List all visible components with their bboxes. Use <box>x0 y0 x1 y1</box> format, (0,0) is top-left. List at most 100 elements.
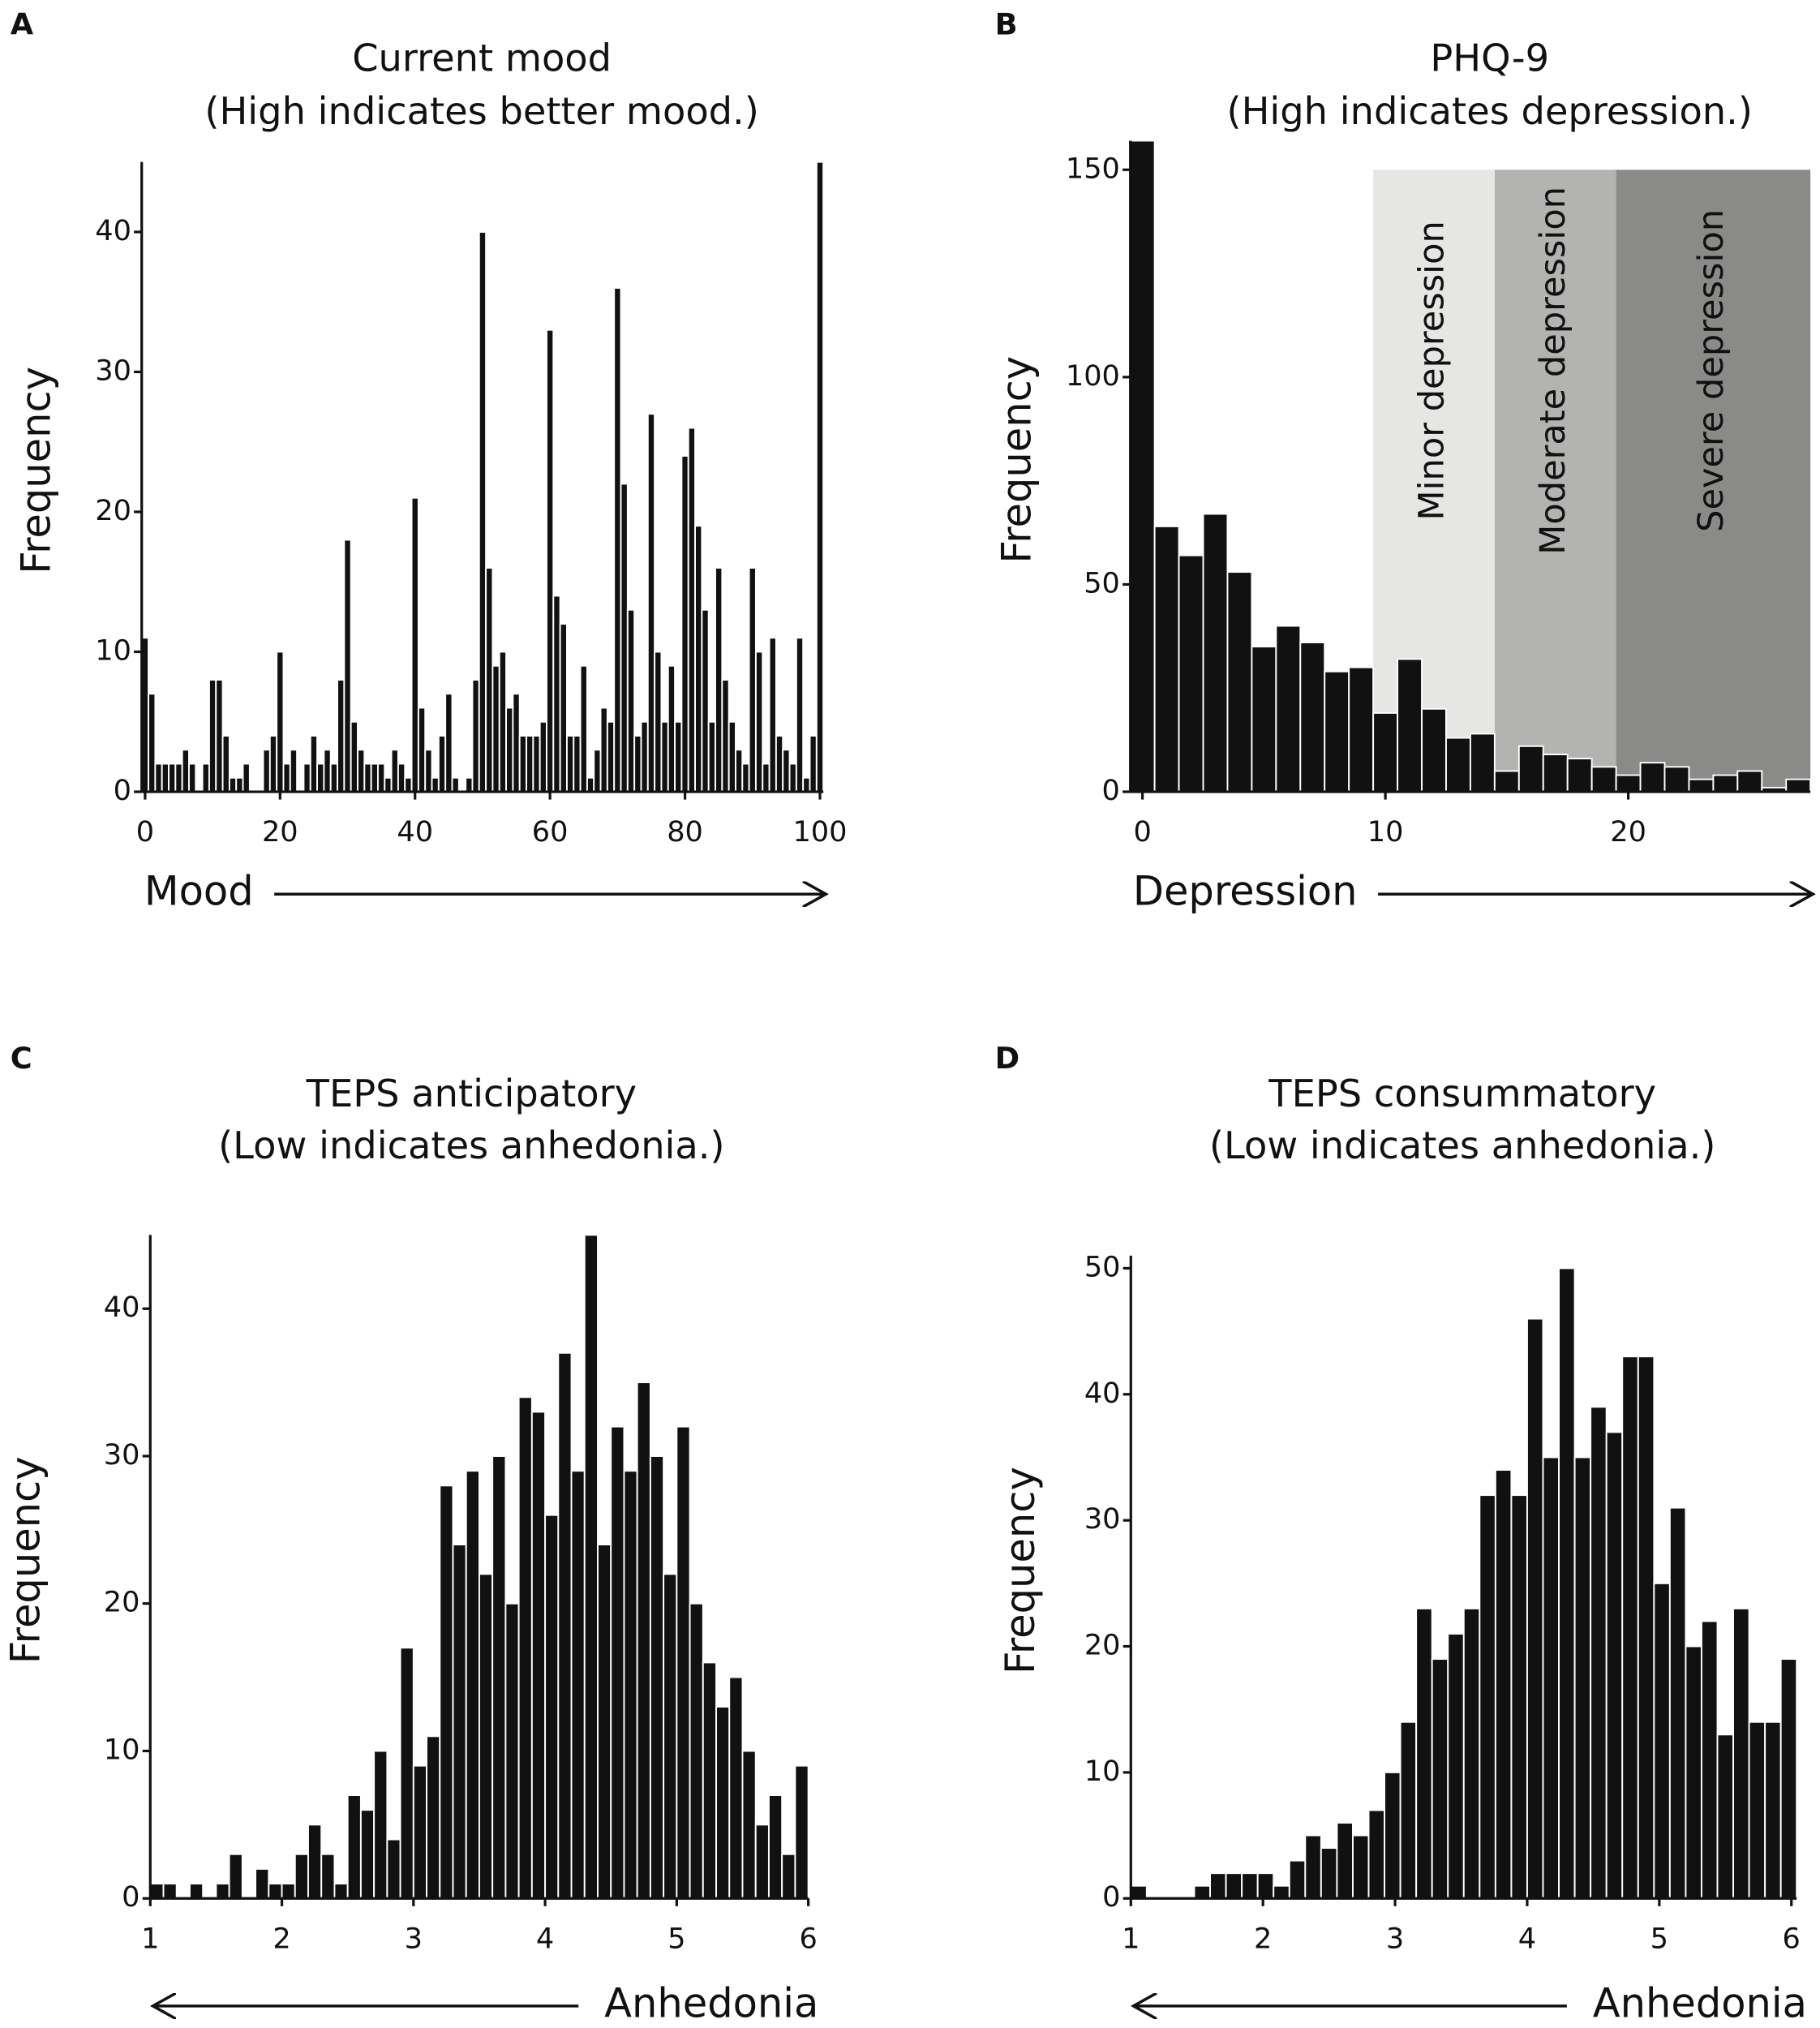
bar <box>1573 1456 1592 1900</box>
y-axis-label: Frequency <box>997 1467 1044 1674</box>
bar <box>281 1883 296 1900</box>
x-tick-label: 3 <box>405 1922 423 1955</box>
x-tick-label: 4 <box>536 1922 554 1955</box>
bar <box>715 567 723 793</box>
bar <box>579 664 588 793</box>
y-axis-label: Frequency <box>12 367 59 574</box>
x-tick-label: 2 <box>273 1922 290 1955</box>
bar <box>1615 774 1642 793</box>
chart-subtitle: (High indicates better mood.) <box>204 89 758 133</box>
bar <box>606 720 616 793</box>
bar <box>390 749 399 793</box>
bar <box>802 776 811 793</box>
bar <box>781 1853 796 1900</box>
bar <box>1701 1620 1719 1900</box>
bar <box>289 749 298 793</box>
bar <box>1241 1872 1259 1900</box>
bar <box>795 637 805 793</box>
bar <box>201 763 210 793</box>
region-label: Minor depression <box>1412 221 1453 520</box>
bar <box>512 693 521 793</box>
bar <box>491 664 500 793</box>
bar <box>1304 1834 1322 1900</box>
bar <box>188 1883 204 1900</box>
bar <box>1764 1721 1782 1900</box>
bar <box>1130 1884 1148 1900</box>
panel-letter: C <box>11 1041 32 1076</box>
bar <box>532 735 541 793</box>
x-axis-label: Mood <box>144 868 254 915</box>
y-tick-label: 150 <box>1066 152 1120 185</box>
chart-subtitle: (Low indicates anhedonia.) <box>1209 1124 1715 1167</box>
bar <box>268 1883 283 1900</box>
bar <box>687 427 697 793</box>
y-tick-label: 30 <box>1084 1502 1121 1536</box>
panel-letter: B <box>995 6 1018 41</box>
chart-subtitle: (Low indicates anhedonia.) <box>218 1124 724 1167</box>
bar <box>694 525 703 793</box>
y-tick-label: 20 <box>1084 1629 1121 1662</box>
bar <box>215 1883 230 1900</box>
bar <box>1653 1582 1671 1900</box>
bar <box>384 776 393 793</box>
bar <box>1590 1406 1608 1900</box>
bar <box>397 763 406 793</box>
chart-subtitle: (High indicates depression.) <box>1227 89 1753 133</box>
chart-title: TEPS anticipatory <box>306 1072 637 1115</box>
bar <box>1397 658 1423 793</box>
bar <box>768 637 777 793</box>
chart-title: TEPS consummatory <box>1268 1072 1656 1115</box>
bar <box>530 1411 547 1900</box>
bar <box>262 749 271 793</box>
bar <box>1469 733 1496 793</box>
bar <box>1493 770 1520 793</box>
bar <box>1399 1721 1418 1900</box>
bar <box>815 161 825 793</box>
bar <box>748 567 757 793</box>
x-axis-label: Anhedonia <box>604 1979 818 2026</box>
bar <box>1384 1771 1401 1900</box>
bar <box>363 763 372 793</box>
bar <box>215 679 224 793</box>
bar <box>154 763 163 793</box>
bar <box>208 679 217 793</box>
bar <box>370 763 379 793</box>
x-tick-label: 6 <box>1783 1922 1801 1955</box>
y-tick-label: 50 <box>1084 566 1120 599</box>
bar <box>417 707 427 793</box>
bar <box>613 286 622 793</box>
bar <box>1732 1607 1750 1900</box>
bar <box>1542 754 1569 793</box>
bar <box>728 720 736 793</box>
bar <box>646 413 656 793</box>
bar <box>552 595 561 793</box>
bar <box>343 539 352 793</box>
x-tick-label: 80 <box>667 815 703 849</box>
bar <box>162 1883 178 1900</box>
chart-title: PHQ-9 <box>1430 37 1549 80</box>
bar <box>377 763 386 793</box>
panel-letter: A <box>11 6 34 41</box>
panel-letter: D <box>995 1041 1019 1076</box>
x-tick-label: 2 <box>1254 1922 1272 1955</box>
bar <box>1663 766 1690 793</box>
bar <box>557 1351 573 1900</box>
bar <box>221 735 230 793</box>
bar <box>1129 140 1156 793</box>
y-tick-label: 0 <box>114 774 131 807</box>
bar <box>1421 707 1447 793</box>
bar <box>1153 525 1180 793</box>
bar <box>1445 737 1471 793</box>
bar <box>451 776 460 793</box>
bar <box>276 651 285 793</box>
x-tick-label: 5 <box>667 1922 685 1955</box>
bar <box>667 664 676 793</box>
x-tick-label: 60 <box>532 815 569 849</box>
x-axis-label: Anhedonia <box>1593 1979 1807 2026</box>
bar <box>676 1425 691 1900</box>
bar <box>504 1602 520 1900</box>
bar <box>1479 1494 1496 1900</box>
bar <box>412 1764 427 1900</box>
